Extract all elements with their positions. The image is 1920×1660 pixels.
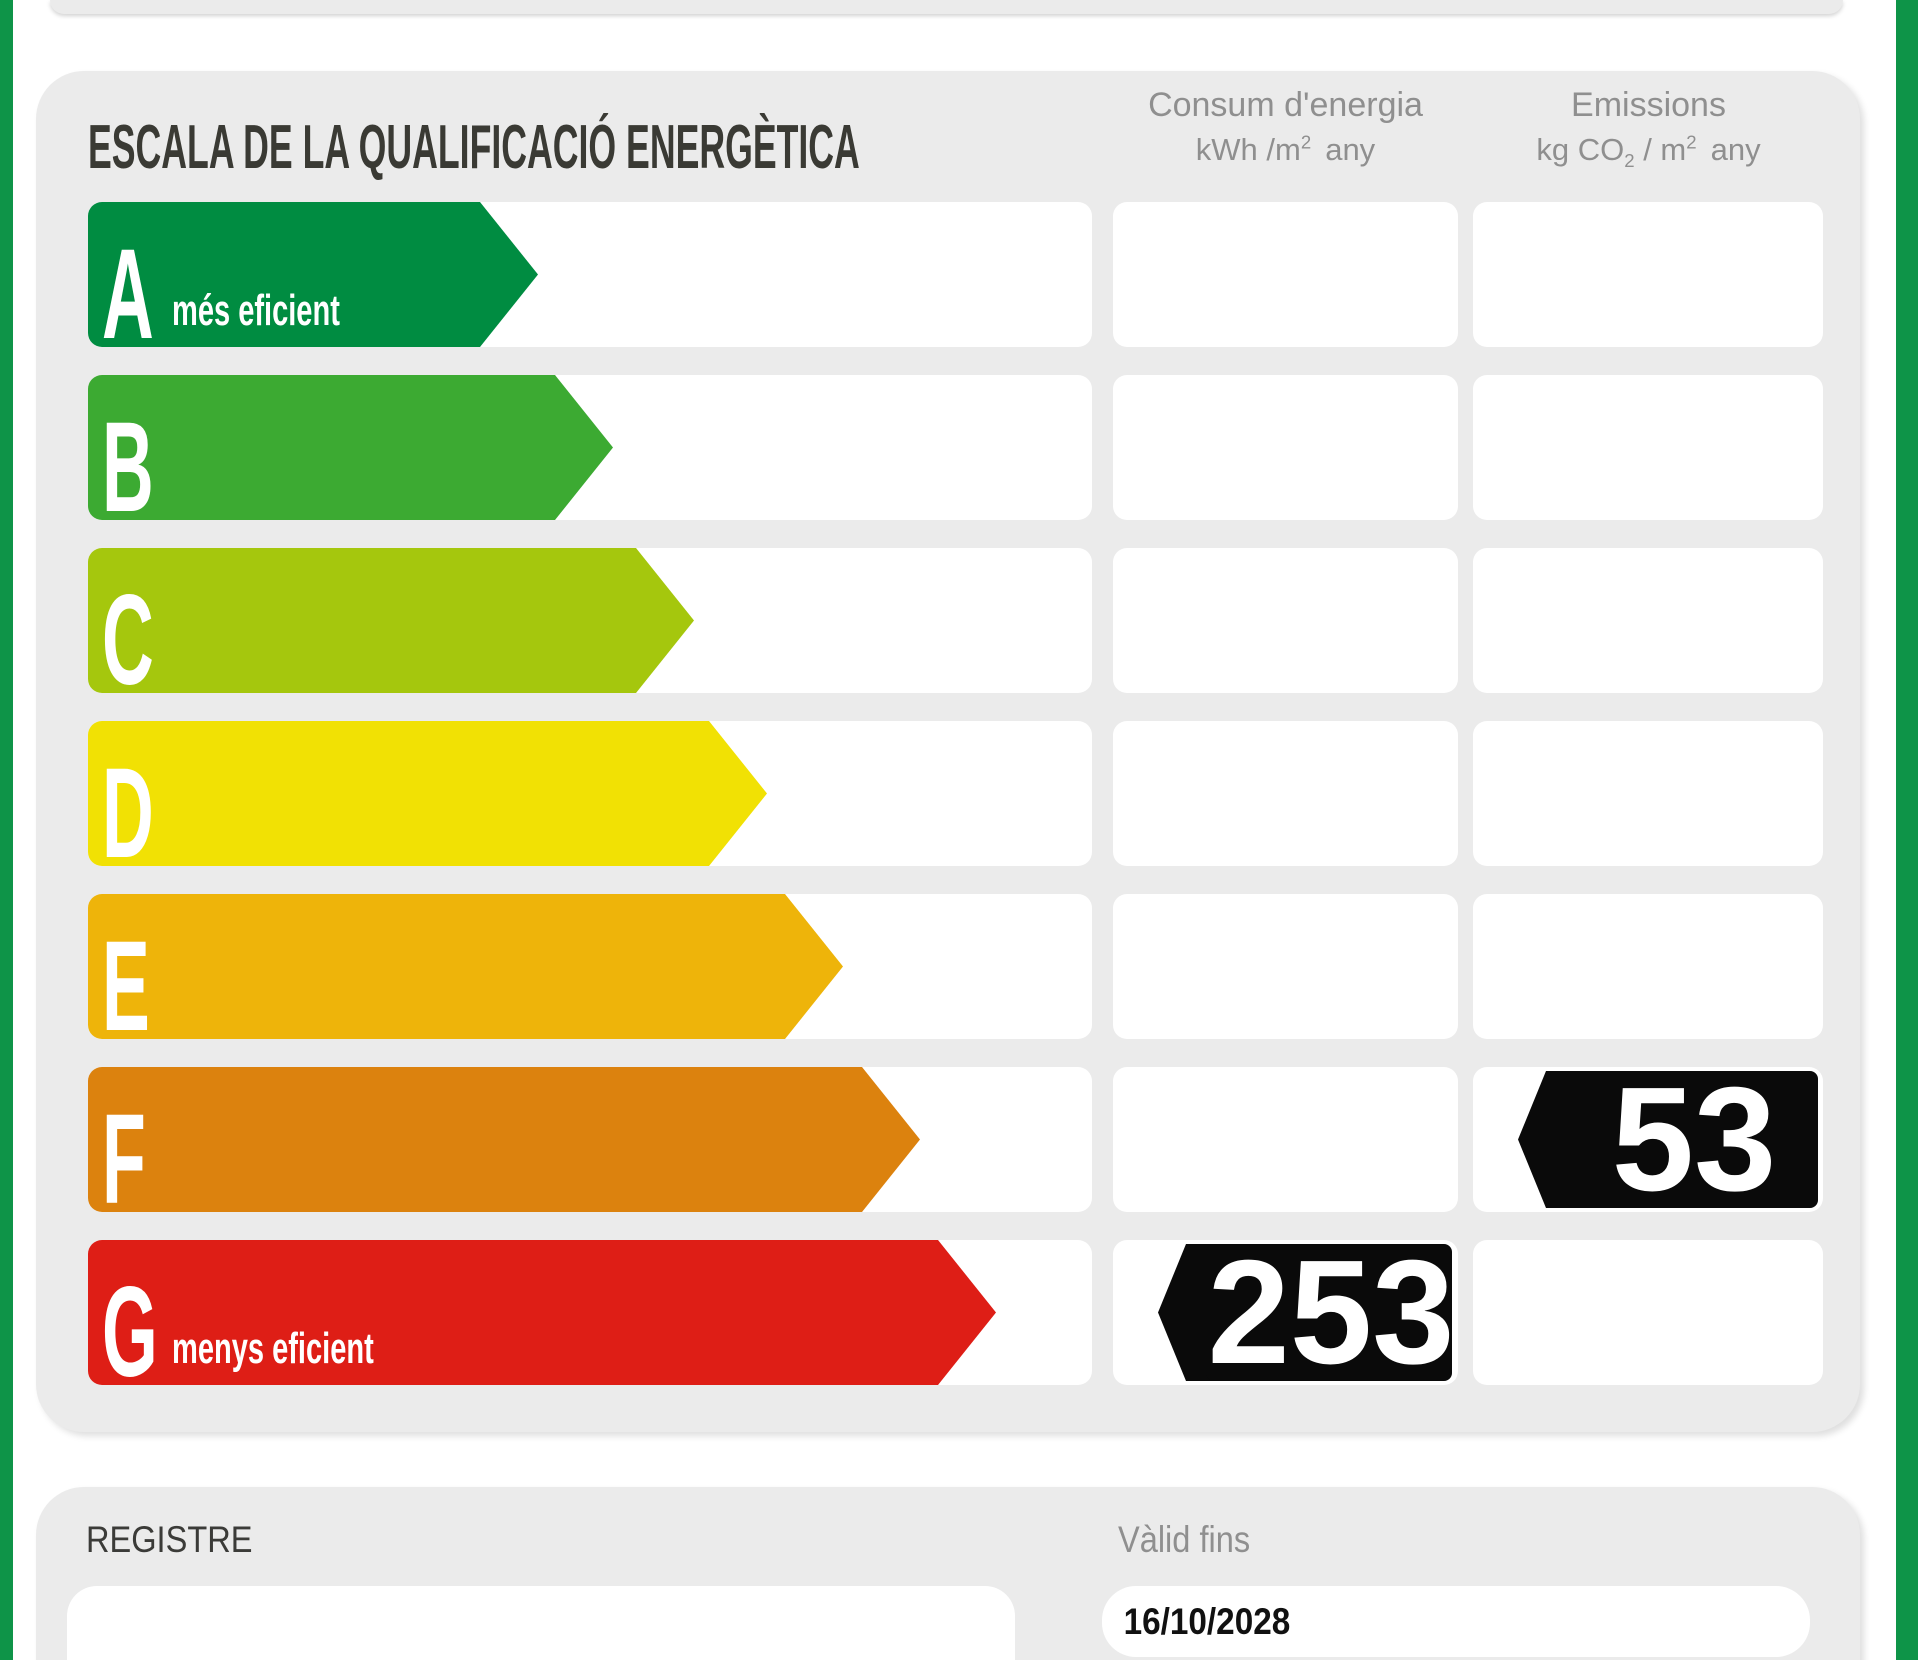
rating-letter: C: [102, 569, 154, 712]
scale-title: ESCALA DE LA QUALIFICACIÓ ENERGÈTICA: [88, 113, 860, 182]
arrow-tip: [677, 721, 767, 866]
rating-letter: A: [102, 223, 154, 366]
rating-row-b: B: [36, 375, 1860, 532]
consum-column-header: Consum d'energia kWh /m2 any: [1063, 85, 1508, 168]
energy-scale-panel: ESCALA DE LA QUALIFICACIÓ ENERGÈTICA Con…: [36, 71, 1860, 1432]
rating-row-f: 53 F: [36, 1056, 1860, 1224]
rating-row-d: D: [36, 721, 1860, 878]
emissions-header-unit: kg CO2 / m2 any: [1536, 131, 1761, 171]
arrow-tip: [604, 548, 694, 693]
emissions-value-badge: 53: [1518, 1056, 1818, 1222]
consum-value: 253: [1207, 1229, 1455, 1395]
rating-letter: B: [102, 396, 154, 539]
emissions-value: 53: [1611, 1056, 1777, 1222]
rating-row-g: 253 G menys eficient: [36, 1229, 1860, 1397]
arrow-tip: [906, 1240, 996, 1385]
rating-letter: F: [102, 1088, 146, 1231]
rating-arrow-g: G menys eficient: [88, 1240, 996, 1397]
rating-letter: E: [102, 915, 150, 1058]
consum-value-cell: 253: [1113, 1229, 1458, 1395]
rating-row-c: C: [36, 548, 1860, 705]
rating-row-e: E: [36, 894, 1860, 1051]
emissions-value-cell: [1473, 1240, 1823, 1385]
rating-arrow-d: D: [88, 721, 767, 878]
rating-qualifier: menys eficient: [172, 1324, 374, 1373]
valid-until-box: 16/10/2028: [1102, 1586, 1810, 1657]
consum-value-cell: [1113, 894, 1458, 1039]
consum-value-cell: [1113, 375, 1458, 520]
arrow-tip: [753, 894, 843, 1039]
rating-row-a: A més eficient: [36, 202, 1860, 359]
emissions-value-cell: 53: [1473, 1056, 1823, 1222]
arrow-tip: [523, 375, 613, 520]
emissions-value-cell: [1473, 202, 1823, 347]
consum-value-cell: [1113, 202, 1458, 347]
consum-header-title: Consum d'energia: [1148, 86, 1423, 124]
rating-qualifier: més eficient: [172, 286, 340, 335]
consum-header-unit: kWh /m2 any: [1195, 131, 1376, 167]
consum-value-cell: [1113, 1067, 1458, 1212]
emissions-value-cell: [1473, 375, 1823, 520]
registre-number-box: [67, 1586, 1015, 1660]
emissions-header-title: Emissions: [1571, 86, 1726, 124]
registre-panel: REGISTRE Vàlid fins 16/10/2028: [36, 1487, 1860, 1660]
rating-arrow-a: A més eficient: [88, 202, 538, 359]
consum-value-badge: 253: [1158, 1229, 1455, 1395]
emissions-value-cell: [1473, 894, 1823, 1039]
valid-until-label: Vàlid fins: [1118, 1519, 1251, 1560]
rating-arrow-e: E: [88, 894, 843, 1051]
emissions-column-header: Emissions kg CO2 / m2 any: [1426, 85, 1871, 172]
emissions-value-cell: [1473, 721, 1823, 866]
left-edge-stripe: [0, 0, 13, 1660]
rating-letter: D: [102, 742, 154, 885]
consum-value-cell: [1113, 548, 1458, 693]
rating-arrow-b: B: [88, 375, 613, 532]
consum-value-cell: [1113, 721, 1458, 866]
emissions-value-cell: [1473, 548, 1823, 693]
right-edge-stripe: [1896, 0, 1918, 1660]
rating-arrow-c: C: [88, 548, 694, 705]
arrow-tip: [448, 202, 538, 347]
valid-until-date: 16/10/2028: [1123, 1601, 1291, 1642]
registre-label: REGISTRE: [86, 1519, 253, 1560]
arrow-tip: [830, 1067, 920, 1212]
rating-arrow-f: F: [88, 1067, 920, 1224]
previous-panel-bottom-edge: [50, 0, 1843, 14]
rating-letter: G: [102, 1261, 158, 1404]
